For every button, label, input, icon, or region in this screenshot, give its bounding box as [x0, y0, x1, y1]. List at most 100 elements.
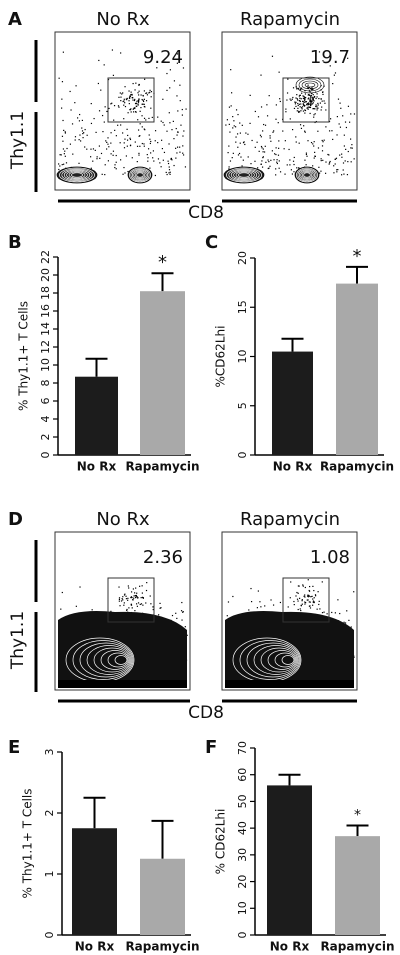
contour — [301, 171, 313, 179]
event-dot — [146, 582, 148, 584]
event-dot — [150, 107, 152, 109]
event-dot — [309, 100, 311, 102]
event-dot — [309, 106, 311, 108]
event-dot — [299, 608, 301, 610]
event-dot — [127, 134, 129, 137]
event-dot — [316, 107, 318, 109]
event-dot — [275, 174, 277, 176]
event-dot — [134, 98, 136, 101]
event-dot — [308, 594, 310, 597]
event-dot — [157, 158, 160, 160]
event-dot — [61, 107, 63, 109]
event-dot — [307, 599, 309, 601]
event-dot — [309, 98, 311, 100]
event-dot — [233, 120, 235, 122]
event-dot — [329, 160, 331, 163]
event-dot — [182, 152, 184, 154]
contour — [253, 645, 299, 675]
event-dot — [131, 157, 133, 159]
event-dot — [300, 110, 302, 112]
event-dot — [126, 99, 128, 101]
event-dot — [228, 106, 231, 108]
event-dot — [147, 148, 150, 150]
event-dot — [297, 87, 299, 90]
event-dot — [75, 85, 77, 87]
y-axis-label: Thy1.1 — [8, 611, 28, 670]
event-dot — [317, 591, 319, 593]
event-dot — [182, 67, 185, 69]
event-dot — [58, 77, 60, 79]
event-dot — [130, 111, 132, 113]
event-dot — [154, 174, 156, 177]
event-dot — [315, 104, 317, 106]
event-dot — [308, 590, 311, 592]
event-dot — [137, 597, 139, 599]
event-dot — [140, 603, 143, 605]
event-dot — [303, 98, 306, 100]
event-dot — [279, 100, 281, 103]
event-dot — [302, 103, 304, 105]
event-dot — [137, 99, 139, 102]
event-dot — [264, 124, 267, 126]
panel-letter: A — [8, 9, 22, 30]
event-dot — [312, 97, 314, 99]
event-dot — [182, 145, 184, 147]
event-dot — [308, 595, 310, 597]
event-dot — [303, 101, 305, 104]
event-dot — [305, 164, 307, 166]
event-dot — [295, 136, 297, 138]
event-dot — [173, 138, 175, 140]
event-dot — [275, 168, 277, 170]
event-dot — [159, 602, 161, 604]
event-dot — [302, 100, 304, 103]
y-tick-label: 1 — [43, 871, 56, 878]
event-dot — [271, 150, 273, 152]
event-dot — [293, 107, 296, 110]
event-dot — [317, 102, 319, 105]
event-dot — [291, 98, 293, 100]
event-dot — [79, 586, 81, 588]
event-dot — [334, 163, 336, 165]
event-dot — [339, 126, 342, 128]
event-dot — [137, 602, 140, 604]
event-dot — [226, 119, 228, 121]
contour — [127, 166, 153, 184]
y-tick-label: 18 — [39, 286, 52, 300]
event-dot — [143, 98, 145, 100]
contour — [300, 170, 314, 180]
y-tick-label: 0 — [39, 452, 52, 459]
event-dot — [289, 597, 291, 599]
event-dot — [135, 603, 138, 605]
event-dot — [321, 100, 323, 102]
event-dot — [306, 104, 308, 106]
event-dot — [239, 132, 241, 134]
significance-label: * — [353, 246, 362, 267]
event-dot — [312, 600, 315, 602]
event-dot — [315, 97, 317, 100]
event-dot — [342, 162, 345, 164]
event-dot — [256, 141, 258, 143]
x-axis-label: CD8 — [188, 203, 224, 223]
event-dot — [234, 126, 237, 128]
x-tick-label: Rapamycin — [125, 940, 199, 954]
event-dot — [134, 89, 136, 91]
panel-letter: D — [8, 509, 23, 530]
event-dot — [175, 612, 177, 614]
event-dot — [105, 140, 107, 142]
y-tick-label: 20 — [236, 251, 249, 265]
event-dot — [316, 109, 318, 111]
event-dot — [353, 158, 355, 160]
event-dot — [182, 611, 184, 613]
event-dot — [179, 151, 181, 153]
event-dot — [264, 145, 266, 147]
event-dot — [331, 611, 333, 614]
event-dot — [329, 118, 332, 120]
event-dot — [313, 597, 315, 599]
event-dot — [61, 135, 64, 137]
event-dot — [343, 134, 345, 136]
contour — [130, 168, 150, 182]
event-dot — [264, 605, 266, 607]
event-dot — [304, 601, 306, 603]
event-dot — [139, 123, 141, 125]
event-dot — [262, 130, 264, 132]
